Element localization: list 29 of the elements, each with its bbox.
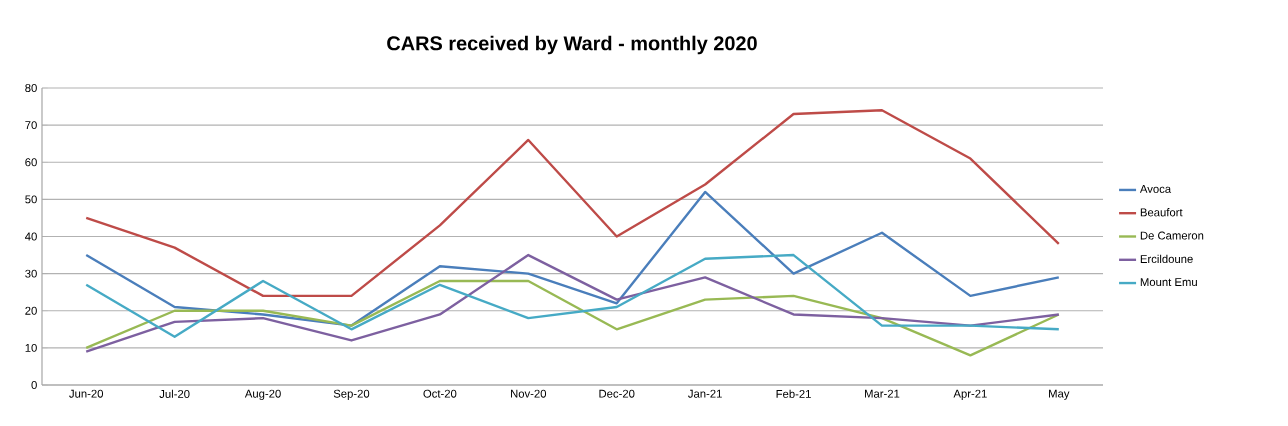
x-tick-label: Dec-20 [599,389,635,398]
line-series [85,109,1061,298]
legend-label: Mount Emu [1140,278,1197,287]
y-tick-label: 50 [25,195,37,204]
x-tick-label: Jul-20 [159,389,190,398]
x-tick-label: May [1049,389,1070,400]
y-tick-label: 80 [25,84,37,92]
y-tick-label: 60 [25,158,37,167]
line-series [85,190,1061,327]
y-tick-label: 70 [25,121,37,130]
x-tick-label: Aug-20 [244,389,281,400]
legend-label: De Cameron [1140,231,1204,240]
legend-label: Beaufort [1140,208,1183,217]
y-tick-label: 0 [31,381,37,389]
x-tick-label: Oct-20 [423,389,457,398]
legend-label: Avoca [1139,185,1172,193]
x-tick-label: Sep-20 [333,389,370,400]
chart-title: CARS received by Ward - monthly 2020 [387,35,757,55]
y-tick-label: 10 [25,343,37,352]
y-tick-label: 30 [25,269,37,278]
x-tick-label: Feb-21 [776,389,811,398]
legend-label: Ercildoune [1140,254,1193,263]
x-tick-label: Apr-21 [953,389,987,400]
y-tick-label: 40 [25,232,37,241]
x-tick-label: Jan-21 [688,389,722,398]
x-tick-label: Mar-21 [865,389,900,398]
y-tick-label: 20 [25,306,37,315]
x-tick-label: Jun-20 [69,389,104,398]
x-tick-label: Nov-20 [511,389,547,398]
